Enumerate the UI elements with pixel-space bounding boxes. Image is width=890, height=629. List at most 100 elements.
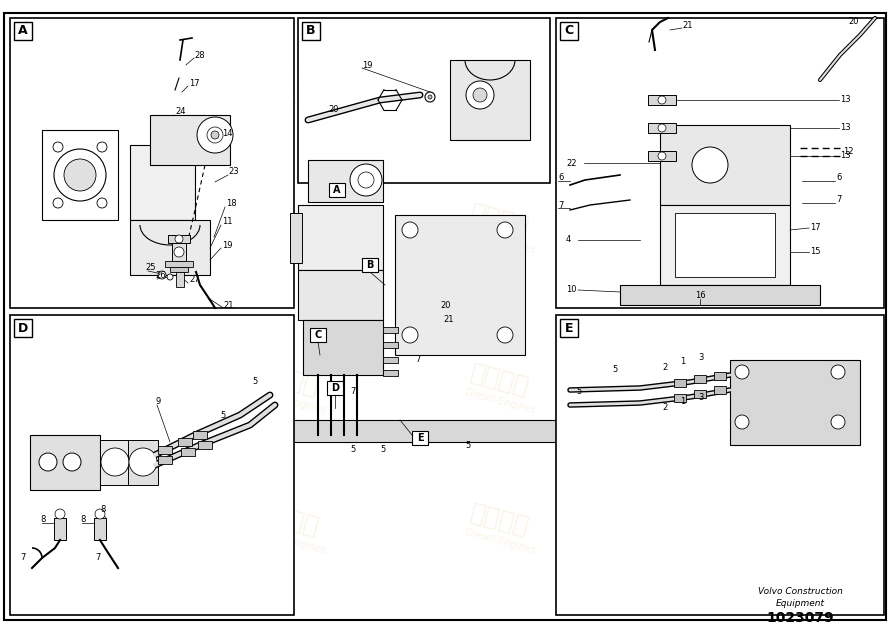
Bar: [176, 272, 184, 287]
Text: 7: 7: [836, 196, 841, 204]
Circle shape: [95, 509, 105, 519]
Text: 8: 8: [100, 506, 105, 515]
Text: 6: 6: [836, 174, 841, 182]
Text: 11: 11: [222, 218, 232, 226]
Text: 7: 7: [95, 554, 101, 562]
Text: E: E: [565, 321, 573, 335]
Text: Diesel-Engines: Diesel-Engines: [254, 88, 327, 116]
Bar: [674, 394, 686, 402]
Circle shape: [39, 453, 57, 471]
Circle shape: [831, 365, 845, 379]
Bar: [714, 372, 726, 380]
Text: 紫发动力: 紫发动力: [718, 501, 782, 539]
Bar: [302, 22, 320, 40]
Text: 5: 5: [350, 445, 355, 455]
Bar: [327, 381, 343, 395]
Text: 15: 15: [810, 247, 821, 257]
Bar: [675, 213, 775, 277]
Text: 21: 21: [682, 21, 692, 30]
Bar: [694, 375, 706, 383]
Text: 紫发动力: 紫发动力: [48, 360, 112, 399]
Circle shape: [658, 124, 666, 132]
Bar: [730, 360, 860, 445]
Circle shape: [97, 198, 107, 208]
Bar: [310, 328, 326, 342]
Text: 19: 19: [222, 240, 232, 250]
Bar: [556, 18, 884, 308]
Circle shape: [425, 92, 435, 102]
Text: Diesel-Engines: Diesel-Engines: [464, 228, 537, 256]
Bar: [150, 115, 230, 165]
Circle shape: [358, 172, 374, 188]
Text: 5: 5: [612, 365, 618, 374]
Text: 21: 21: [223, 301, 233, 309]
Text: 紫发动力: 紫发动力: [48, 201, 112, 240]
Bar: [14, 22, 32, 40]
Text: 3: 3: [698, 394, 703, 403]
Bar: [298, 205, 383, 270]
Bar: [395, 215, 525, 355]
Text: 4: 4: [566, 235, 571, 245]
Text: 紫发动力: 紫发动力: [718, 60, 782, 99]
Text: 2: 2: [662, 364, 668, 372]
Text: 27: 27: [189, 276, 199, 284]
Bar: [308, 160, 383, 202]
Text: 20: 20: [440, 301, 450, 309]
Text: B: B: [306, 25, 316, 38]
Text: 7: 7: [415, 355, 420, 364]
Text: 13: 13: [840, 123, 851, 133]
Text: 5: 5: [380, 445, 385, 455]
Circle shape: [207, 127, 223, 143]
Bar: [298, 18, 550, 183]
Text: 紫发动力: 紫发动力: [468, 360, 532, 399]
Text: Diesel-Engines: Diesel-Engines: [714, 88, 786, 116]
Bar: [560, 22, 578, 40]
Bar: [383, 342, 398, 348]
Text: 7: 7: [20, 554, 26, 562]
Circle shape: [350, 164, 382, 196]
Text: 20: 20: [848, 18, 859, 26]
Text: 25: 25: [145, 264, 156, 272]
Circle shape: [64, 159, 96, 191]
Bar: [648, 151, 676, 161]
Circle shape: [53, 198, 63, 208]
Circle shape: [101, 448, 129, 476]
Circle shape: [402, 327, 418, 343]
Bar: [181, 448, 195, 456]
Circle shape: [692, 147, 728, 183]
Bar: [660, 125, 790, 205]
Bar: [362, 258, 378, 272]
Bar: [128, 440, 158, 485]
Bar: [10, 18, 294, 308]
Bar: [714, 386, 726, 394]
Text: 紫发动力: 紫发动力: [468, 60, 532, 99]
Circle shape: [197, 117, 233, 153]
Text: 紫发动力: 紫发动力: [718, 360, 782, 399]
Bar: [290, 213, 302, 263]
Circle shape: [53, 142, 63, 152]
Text: 21: 21: [443, 316, 454, 325]
Bar: [412, 431, 428, 445]
Text: Diesel-Engines: Diesel-Engines: [44, 88, 117, 116]
Bar: [170, 267, 188, 272]
Bar: [674, 379, 686, 387]
Text: 紫发动力: 紫发动力: [258, 201, 322, 240]
Text: 8: 8: [80, 516, 85, 525]
Bar: [193, 431, 207, 439]
Circle shape: [55, 509, 65, 519]
Circle shape: [129, 448, 157, 476]
Bar: [165, 261, 193, 267]
Text: Diesel-Engines: Diesel-Engines: [714, 528, 786, 556]
Bar: [648, 95, 676, 105]
Bar: [694, 390, 706, 398]
Circle shape: [174, 247, 184, 257]
Bar: [100, 440, 130, 485]
Text: 18: 18: [226, 199, 237, 208]
Text: 7: 7: [558, 201, 563, 209]
Bar: [383, 357, 398, 363]
Bar: [130, 220, 210, 275]
Circle shape: [175, 235, 183, 243]
Bar: [172, 243, 186, 261]
Circle shape: [497, 222, 513, 238]
Text: 22: 22: [566, 159, 577, 167]
